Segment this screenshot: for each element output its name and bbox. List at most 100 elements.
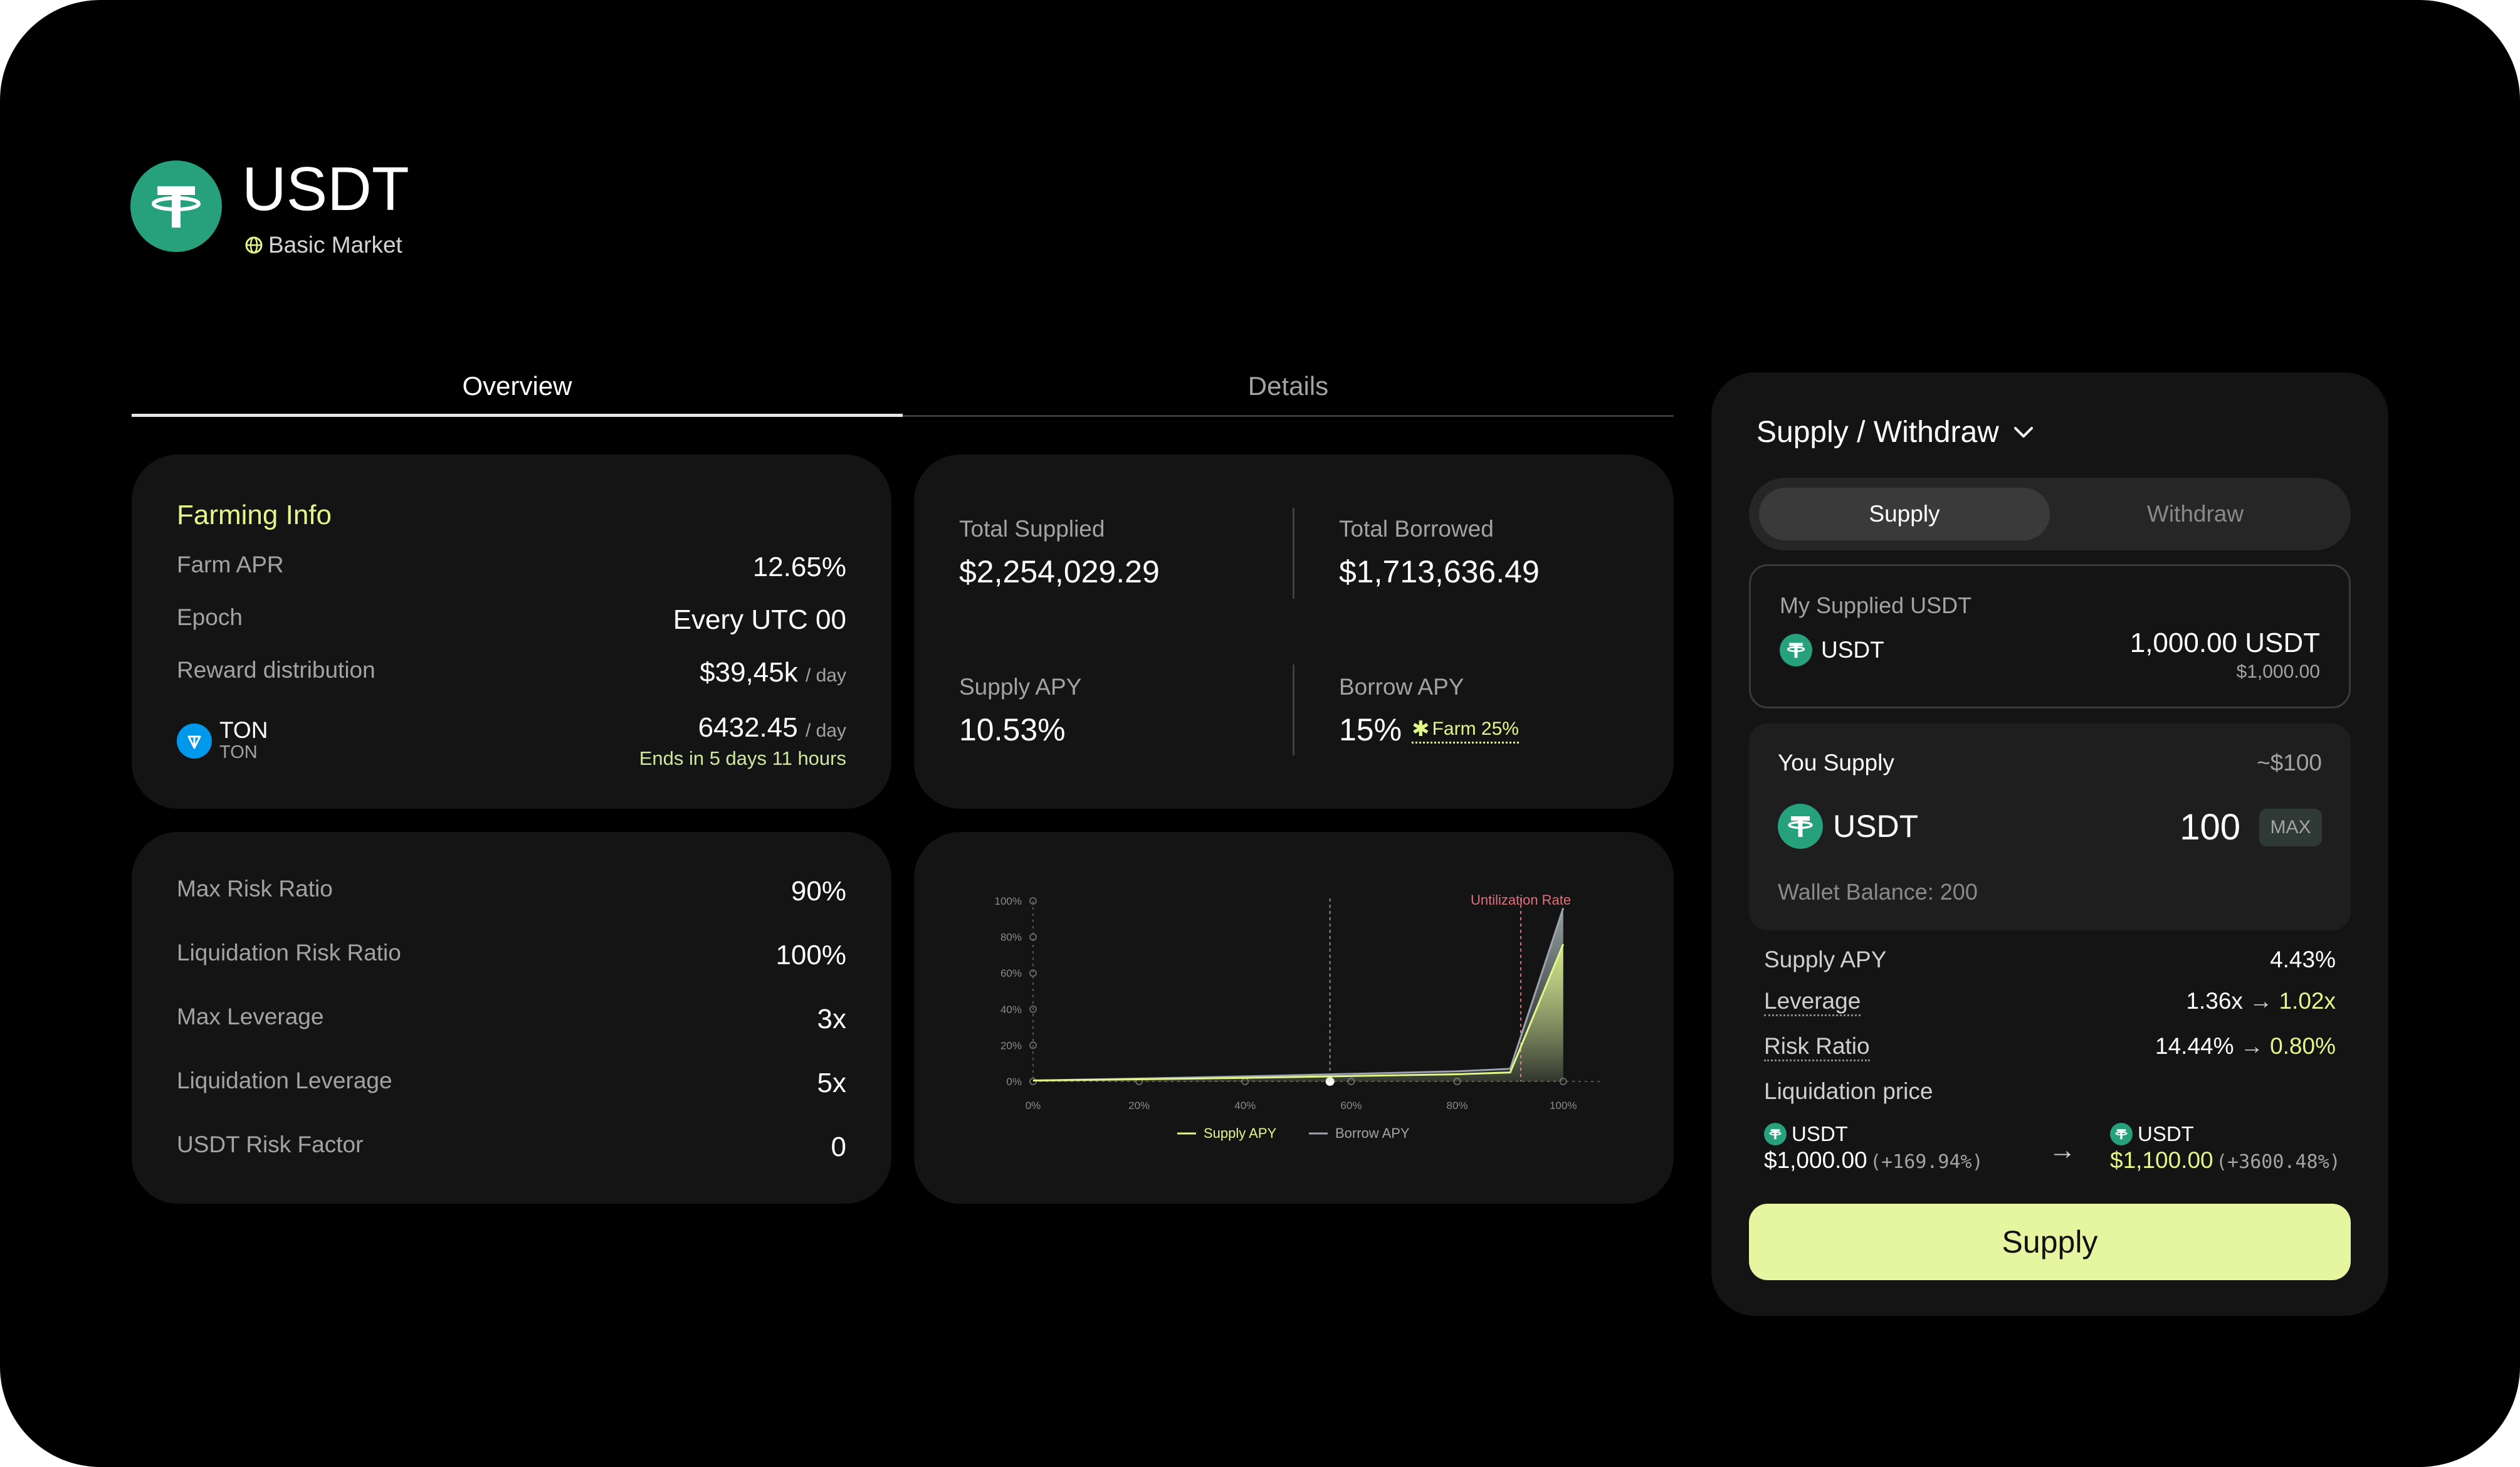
ton-reward-ends: Ends in 5 days 11 hours bbox=[639, 747, 846, 769]
epoch-row: Epoch Every UTC 00 bbox=[177, 604, 846, 642]
ton-token-name: TON bbox=[219, 717, 268, 743]
liq-from-pct: (+169.94%) bbox=[1870, 1151, 1983, 1173]
ton-reward-unit: / day bbox=[805, 720, 846, 741]
input-token-selector[interactable]: USDT bbox=[1778, 804, 1918, 849]
seg-withdraw[interactable]: Withdraw bbox=[2050, 488, 2341, 540]
x-tick-label: 100% bbox=[1550, 1100, 1577, 1112]
wallet-balance: Wallet Balance: 200 bbox=[1778, 879, 1978, 905]
reward-distribution-label: Reward distribution bbox=[177, 657, 375, 683]
liquidation-risk-ratio-value: 100% bbox=[775, 940, 846, 970]
leverage-to: 1.02x bbox=[2279, 988, 2336, 1014]
y-tick-label: 40% bbox=[1000, 1004, 1022, 1016]
y-tick-label: 80% bbox=[1000, 932, 1022, 944]
interest-rate-chart: 0% 20% 40% 60% 80% 100% 0% 20% 40% 60% 80% 100% Unti… bbox=[995, 892, 1602, 1141]
max-risk-ratio-row: Max Risk Ratio 90% bbox=[177, 876, 846, 913]
y-tick-mark bbox=[1029, 933, 1037, 941]
usdt-logo-icon bbox=[130, 160, 222, 252]
tab-overview[interactable]: Overview bbox=[132, 367, 903, 417]
x-tick-label: 40% bbox=[1234, 1100, 1256, 1112]
chevron-down-icon bbox=[2013, 426, 2034, 439]
arrow-right-icon: → bbox=[2240, 1033, 2271, 1059]
summary-leverage-label[interactable]: Leverage bbox=[1764, 988, 1861, 1016]
input-token-name: USDT bbox=[1833, 809, 1919, 844]
farming-info-card: Farming Info Farm APR 12.65% Epoch Every… bbox=[132, 455, 891, 809]
utilization-rate-label: Untilization Rate bbox=[1471, 892, 1571, 908]
interest-chart-card: 0% 20% 40% 60% 80% 100% 0% 20% 40% 60% 80% 100% Unti… bbox=[914, 832, 1674, 1204]
you-supply-label: You Supply bbox=[1778, 750, 1894, 776]
farm-badge[interactable]: ✱ Farm 25% bbox=[1412, 717, 1519, 744]
liquidation-risk-ratio-label: Liquidation Risk Ratio bbox=[177, 940, 401, 965]
reward-distribution-row: Reward distribution $39,45k / day bbox=[177, 657, 846, 695]
panel-title: Supply / Withdraw bbox=[1756, 416, 1999, 449]
leverage-from: 1.36x bbox=[2186, 988, 2243, 1014]
farm-apr-value: 12.65% bbox=[752, 552, 846, 582]
risk-to: 0.80% bbox=[2270, 1033, 2336, 1059]
liq-from-token: USDT bbox=[1792, 1122, 1848, 1145]
usdt-icon bbox=[1780, 634, 1812, 666]
x-tick-label: 20% bbox=[1128, 1100, 1150, 1112]
sparkle-icon: ✱ bbox=[1412, 717, 1430, 741]
total-borrowed-label: Total Borrowed bbox=[1339, 516, 1494, 542]
x-tick-label: 60% bbox=[1340, 1100, 1362, 1112]
market-stats-card: Total Supplied $2,254,029.29 Total Borro… bbox=[914, 455, 1674, 809]
reward-distribution-unit: / day bbox=[805, 665, 846, 686]
max-button[interactable]: MAX bbox=[2259, 809, 2322, 846]
max-leverage-value: 3x bbox=[817, 1004, 846, 1034]
y-tick-label: 0% bbox=[1006, 1076, 1022, 1088]
series-area-borrow-apy bbox=[1033, 908, 1563, 1081]
farm-badge-label: Farm 25% bbox=[1432, 718, 1519, 739]
liq-to-value: $1,100.00 bbox=[2110, 1147, 2213, 1173]
y-tick-mark bbox=[1029, 897, 1037, 905]
usdt-icon bbox=[1764, 1123, 1787, 1145]
x-tick-label: 0% bbox=[1026, 1100, 1041, 1112]
my-supplied-amount: 1,000.00 USDT bbox=[2129, 628, 2320, 658]
summary-risk-label[interactable]: Risk Ratio bbox=[1764, 1033, 1870, 1061]
y-tick-mark bbox=[1029, 1005, 1037, 1013]
total-supplied-value: $2,254,029.29 bbox=[959, 554, 1160, 589]
supply-button[interactable]: Supply bbox=[1749, 1204, 2351, 1280]
liquidation-leverage-row: Liquidation Leverage 5x bbox=[177, 1068, 846, 1105]
panel-title-dropdown[interactable]: Supply / Withdraw bbox=[1756, 415, 2034, 450]
usdt-risk-factor-row: USDT Risk Factor 0 bbox=[177, 1132, 846, 1169]
tab-details[interactable]: Details bbox=[903, 367, 1674, 417]
market-label: Basic Market bbox=[244, 232, 402, 258]
usdt-icon bbox=[2110, 1123, 2133, 1145]
max-risk-ratio-value: 90% bbox=[790, 876, 846, 907]
max-risk-ratio-label: Max Risk Ratio bbox=[177, 876, 333, 902]
usdt-icon bbox=[1778, 804, 1823, 849]
stats-divider-top bbox=[1293, 508, 1294, 599]
y-tick-label: 20% bbox=[1000, 1039, 1022, 1051]
supply-button-label: Supply bbox=[2002, 1224, 2098, 1259]
borrow-apy-label: Borrow APY bbox=[1339, 674, 1464, 700]
series-line-supply-apy bbox=[1032, 944, 1565, 1082]
supply-apy-value: 10.53% bbox=[959, 712, 1066, 747]
max-leverage-row: Max Leverage 3x bbox=[177, 1004, 846, 1041]
my-supplied-token: USDT bbox=[1821, 637, 1884, 663]
usdt-risk-factor-label: USDT Risk Factor bbox=[177, 1132, 364, 1157]
total-borrowed-value: $1,713,636.49 bbox=[1339, 554, 1540, 589]
y-tick-label: 100% bbox=[995, 895, 1022, 907]
borrow-apy-value: 15% bbox=[1339, 712, 1402, 747]
liquidation-risk-ratio-row: Liquidation Risk Ratio 100% bbox=[177, 940, 846, 977]
risk-from: 14.44% bbox=[2155, 1033, 2234, 1059]
liq-to-pct: (+3600.48%) bbox=[2216, 1151, 2341, 1173]
ton-reward-value: 6432.45 bbox=[698, 712, 798, 743]
farm-apr-label: Farm APR bbox=[177, 552, 284, 577]
series-line-borrow-apy bbox=[1032, 908, 1565, 1082]
liquidation-leverage-label: Liquidation Leverage bbox=[177, 1068, 392, 1093]
series-area-supply-apy bbox=[1033, 944, 1563, 1081]
legend-label: Supply APY bbox=[1204, 1125, 1277, 1141]
arrow-right-icon: → bbox=[2249, 988, 2279, 1014]
seg-supply[interactable]: Supply bbox=[1759, 488, 2050, 540]
supply-amount-input[interactable]: 100 bbox=[2180, 807, 2240, 848]
ton-reward-row: TON TON 6432.45 / day Ends in 5 days 11 … bbox=[177, 710, 846, 769]
stats-divider-bottom bbox=[1293, 665, 1294, 755]
y-tick-label: 60% bbox=[1000, 967, 1022, 979]
liq-to-token: USDT bbox=[2138, 1122, 2194, 1145]
market-name: Basic Market bbox=[268, 232, 402, 258]
max-button-label: MAX bbox=[2270, 817, 2311, 838]
risk-params-card: Max Risk Ratio 90% Liquidation Risk Rati… bbox=[132, 832, 891, 1204]
supply-summary: Supply APY 4.43% Leverage 1.36x → 1.02x … bbox=[1764, 947, 2341, 1235]
arrow-right-icon: → bbox=[2049, 1135, 2076, 1165]
